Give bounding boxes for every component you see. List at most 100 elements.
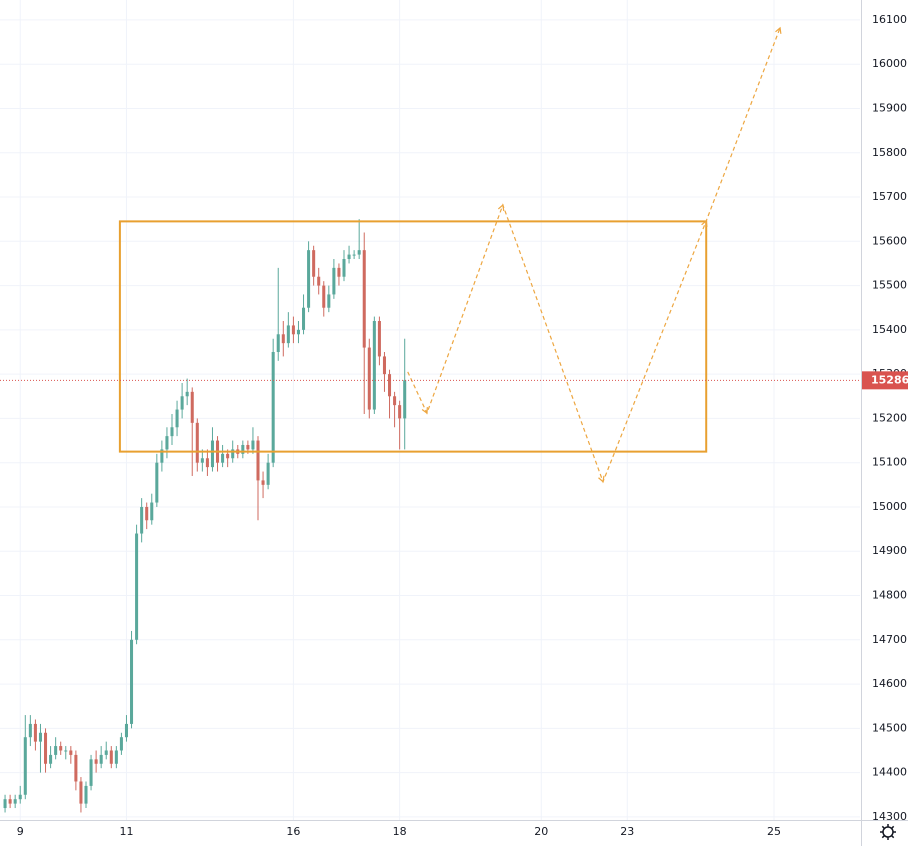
candle-body (347, 254, 351, 260)
projection-arrowhead (701, 219, 708, 227)
candle-body (109, 750, 113, 764)
candle-body (49, 754, 53, 764)
x-tick-label: 11 (119, 825, 133, 838)
candle-body (3, 799, 7, 809)
candle-body (307, 250, 311, 308)
candle-body (124, 723, 128, 738)
candle-body (403, 380, 407, 419)
candle-body (251, 440, 255, 450)
candle-body (119, 737, 123, 751)
x-tick-label: 9 (17, 825, 24, 838)
candle-body (150, 502, 154, 521)
candle-body (155, 462, 159, 503)
x-tick-label: 16 (286, 825, 300, 838)
x-tick-label: 18 (393, 825, 407, 838)
candle-body (367, 347, 371, 410)
candle-body (281, 334, 285, 344)
candle-body (337, 267, 341, 277)
candle-body (94, 759, 98, 764)
candle-body (64, 750, 68, 752)
candle-body (140, 506, 144, 534)
candle-body (89, 759, 93, 786)
candle-body (18, 794, 22, 800)
candle-body (54, 746, 58, 755)
candle-body (185, 391, 189, 397)
candle-body (145, 506, 149, 521)
y-tick-label: 16100 (872, 13, 907, 26)
candle-body (44, 732, 48, 764)
y-tick-label: 15900 (872, 101, 907, 114)
y-tick-label: 15200 (872, 411, 907, 424)
last-price-label: 15286 (871, 373, 908, 386)
candle-body (28, 723, 32, 738)
candle-body (261, 480, 265, 485)
y-tick-label: 15100 (872, 456, 907, 469)
candle-body (200, 458, 204, 463)
candle-body (357, 250, 361, 255)
candle-body (195, 422, 199, 463)
projection-arrowhead (421, 407, 428, 415)
y-tick-label: 15700 (872, 190, 907, 203)
y-tick-label: 15800 (872, 146, 907, 159)
candle-body (382, 356, 386, 375)
candle-body (23, 737, 27, 795)
candle-body (393, 396, 397, 406)
candle-body (59, 746, 63, 751)
y-tick-label: 14800 (872, 589, 907, 602)
y-tick-label: 14300 (872, 810, 907, 823)
candle-body (226, 453, 230, 459)
candle-body (84, 785, 88, 804)
candle-body (342, 259, 346, 277)
candle-body (372, 321, 376, 410)
candle-body (114, 750, 118, 764)
y-tick-label: 16000 (872, 57, 907, 70)
projection-arrowhead (497, 203, 505, 212)
projection-arrowhead (598, 475, 605, 483)
y-tick-label: 15400 (872, 323, 907, 336)
x-tick-label: 23 (620, 825, 634, 838)
candle-body (221, 453, 225, 463)
candle-body (180, 396, 184, 410)
candle-body (99, 754, 103, 764)
candle-body (210, 440, 214, 468)
y-tick-label: 14500 (872, 721, 907, 734)
candle-body (266, 462, 270, 485)
candle-body (8, 799, 12, 804)
candle-body (74, 754, 78, 782)
candle-body (231, 449, 235, 459)
candle-body (130, 639, 134, 724)
candle-body (327, 294, 331, 308)
candle-body (13, 799, 17, 804)
last-price-badge (862, 371, 908, 390)
y-tick-label: 14900 (872, 544, 907, 557)
candle-body (33, 723, 37, 742)
candle-body (104, 750, 108, 755)
projection-arrowhead (775, 26, 782, 34)
candle-body (291, 325, 295, 335)
candle-body (38, 732, 42, 742)
candle-body (165, 436, 169, 450)
y-tick-label: 14400 (872, 766, 907, 779)
candle-body (246, 444, 250, 450)
candle-body (271, 351, 275, 463)
candle-body (256, 440, 260, 481)
candle-body (241, 444, 245, 454)
candle-body (398, 405, 402, 419)
y-tick-label: 15000 (872, 500, 907, 513)
y-tick-label: 14600 (872, 677, 907, 690)
range-box (118, 220, 708, 453)
candle-body (276, 334, 280, 352)
candle-body (69, 750, 73, 755)
candle-body (332, 267, 336, 295)
y-tick-label: 15600 (872, 234, 907, 247)
x-tick-label: 25 (767, 825, 781, 838)
candle-body (388, 374, 392, 397)
candle-body (377, 321, 381, 357)
settings-icon[interactable] (880, 824, 896, 840)
candle-body (312, 250, 316, 277)
gear-teeth[interactable] (880, 824, 896, 840)
y-tick-label: 14700 (872, 633, 907, 646)
candle-body (205, 458, 209, 468)
